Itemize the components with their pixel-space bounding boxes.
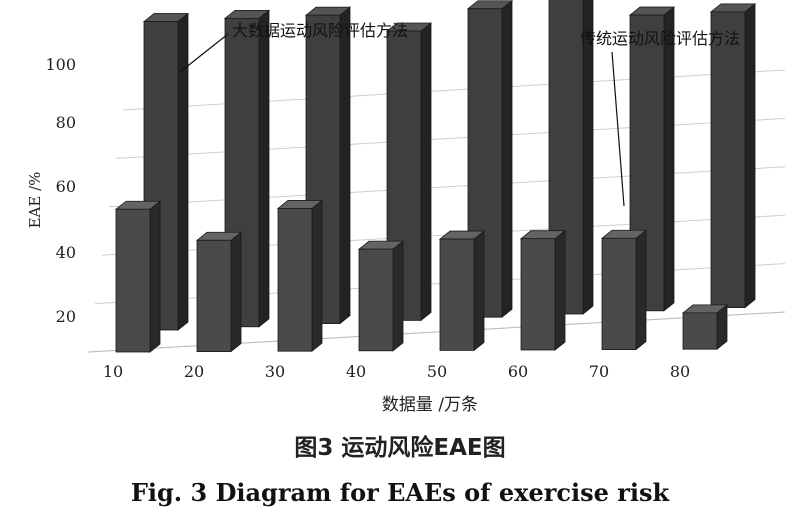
y-tick-label: 100 [45,55,76,74]
bar-big-data-method [710,11,746,308]
gridline [122,69,786,111]
floor-line [87,311,786,353]
leader-line-traditional [611,51,625,207]
bar-traditional-method [601,237,637,350]
x-tick-label: 30 [265,362,285,381]
bar-traditional-method [682,312,718,350]
bar-traditional-method-side [230,231,242,353]
bar-traditional-method [196,239,232,352]
x-axis-label: 数据量 /万条 [382,395,478,415]
annotation-traditional-method: 传统运动风险评估方法 [580,29,740,48]
bar-traditional-method-side [149,200,161,353]
bar-traditional-method-side [554,229,566,351]
leader-line-big-data [179,33,229,73]
bar-big-data-method-side [501,0,513,319]
y-tick-label: 60 [56,177,76,196]
x-tick-label: 20 [184,362,204,381]
annotation-big-data-method: 大数据运动风险评估方法 [232,21,408,40]
y-tick-label: 40 [56,243,76,262]
x-tick-label: 70 [589,362,609,381]
bar-traditional-method-side [473,230,485,352]
bar-traditional-method-side [392,240,404,352]
bar-big-data-method-side [744,3,756,309]
x-tick-label: 60 [508,362,528,381]
chart: 20 40 60 80 100 EAE /% 10 20 30 40 50 60 70 80 数据量 /万条… [26,0,786,415]
gridline [115,117,786,159]
bar-traditional-method-side [311,199,323,353]
bar-big-data-method-side [258,9,270,328]
y-tick-label: 80 [56,113,76,132]
figure-caption-cn: 图3 运动风险EAE图 [294,435,506,461]
bar-big-data-method-side [339,6,351,325]
x-tick-label: 50 [427,362,447,381]
bar-big-data-method-side [663,6,675,312]
x-tick-label: 40 [346,362,366,381]
bar-big-data-method-side [177,12,189,331]
gridline [108,166,786,208]
bar-traditional-method [439,238,475,351]
bar-traditional-method [115,208,151,353]
figure-caption-en: Fig. 3 Diagram for EAEs of exercise risk [130,478,670,507]
bar-big-data-method-side [420,22,432,322]
bar-traditional-method [520,238,556,351]
x-tick-label: 80 [670,362,690,381]
bar-traditional-method [277,208,313,352]
y-axis-label: EAE /% [26,172,44,229]
bar-traditional-method [358,248,394,352]
x-tick-label: 10 [103,362,123,381]
y-tick-label: 20 [56,307,76,326]
bar-traditional-method-side [635,229,647,351]
